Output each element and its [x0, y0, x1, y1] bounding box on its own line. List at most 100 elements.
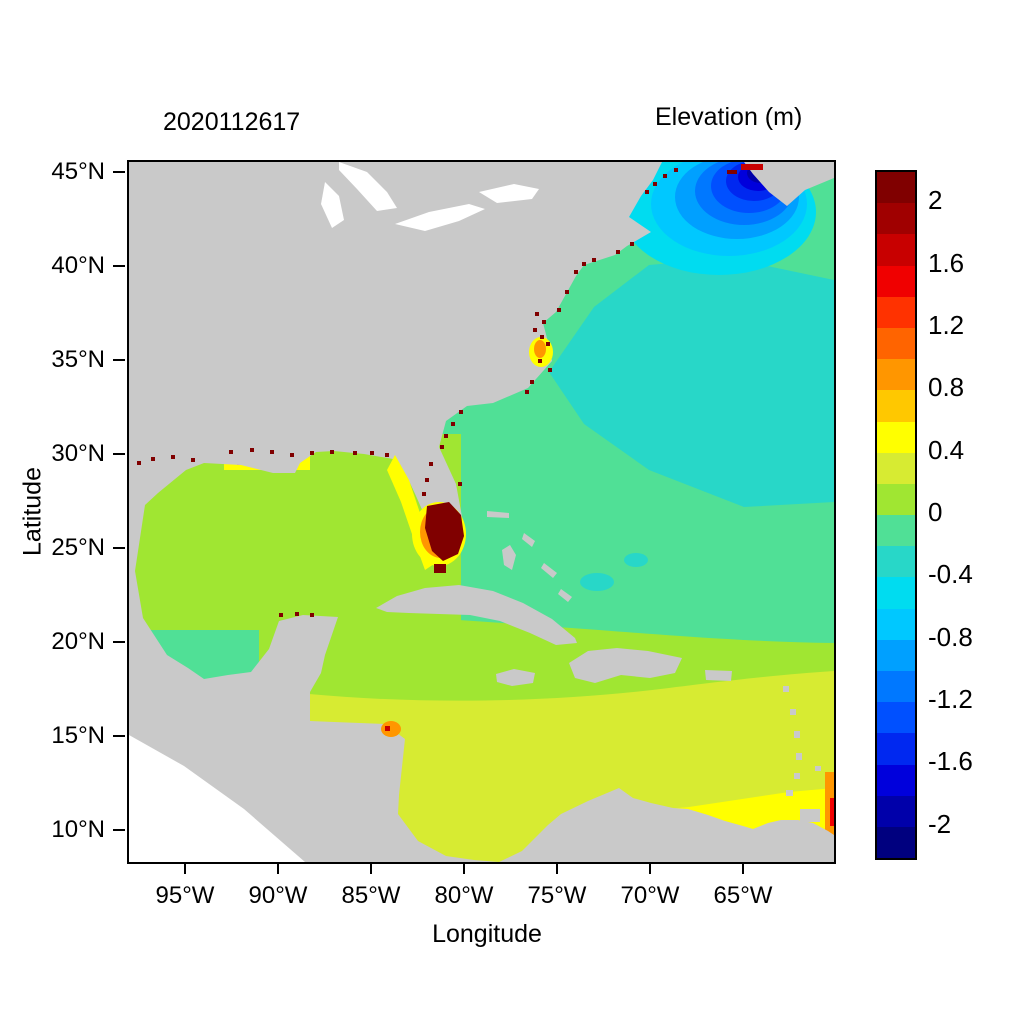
y-tick-mark [113, 359, 125, 361]
land-cuba [376, 585, 577, 645]
colorbar-tick-label: 1.2 [928, 309, 965, 340]
honduras-red-speck [385, 726, 390, 731]
colorbar-segment [877, 452, 915, 484]
edge-orange-strip [825, 772, 834, 860]
great-lakes [321, 162, 539, 231]
x-tick-label: 70°W [620, 882, 680, 909]
florida-surge-darkred-south [434, 564, 446, 573]
colorbar-labels: 2 1.6 1.2 0.8 0.4 0 -0.4 -0.8 -1.2 -1.6 -2 [928, 170, 1018, 856]
colorbar-tick-label: -1.6 [928, 746, 973, 777]
y-tick-mark [113, 171, 125, 173]
colorbar-tick-label: 2 [928, 185, 943, 216]
land-trinidad [800, 809, 820, 822]
plot-title: 2020112617 [163, 108, 301, 136]
x-tick-label: 85°W [341, 882, 401, 909]
ocean-patch-bahamas-1 [580, 573, 614, 591]
y-tick-label: 10°N [51, 816, 105, 843]
colorbar-segment [877, 327, 915, 360]
lake-michigan [321, 182, 344, 228]
land-puerto-rico [705, 670, 732, 681]
gulf-of-maine-low-blob [622, 162, 816, 275]
land-nova-scotia [744, 162, 834, 206]
ocean-patch-bahamas-2 [624, 553, 648, 567]
colorbar-segment [877, 764, 915, 796]
x-tick-label: 65°W [713, 882, 773, 909]
colorbar-segment [877, 826, 915, 859]
y-tick-label: 45°N [51, 158, 105, 185]
x-tick-mark [184, 862, 186, 874]
florida-surge-darkred-core [425, 502, 464, 561]
colorbar-segment [877, 296, 915, 328]
y-tick-label: 35°N [51, 346, 105, 373]
lake-ontario [479, 184, 539, 203]
colorbar-segment [877, 234, 915, 266]
colorbar-segment [877, 172, 915, 204]
x-tick-mark [556, 862, 558, 874]
coastal-flood-specks [137, 168, 678, 617]
colorbar-segment [877, 702, 915, 734]
colorbar-tick-label: -1.2 [928, 683, 973, 714]
colorbar-tick-label: -0.4 [928, 559, 973, 590]
ocean-region-nw-atlantic [549, 258, 834, 507]
bay-of-fundy-red-streak [741, 164, 763, 170]
lake-erie [395, 204, 485, 231]
y-axis-ticks: 45°N 40°N 35°N 30°N 25°N 20°N 15°N 10°N [0, 158, 127, 860]
colorbar-tick-label: 0.4 [928, 434, 965, 465]
colorbar-segment [877, 515, 915, 547]
y-tick-label: 30°N [51, 440, 105, 467]
y-tick-label: 20°N [51, 628, 105, 655]
colorbar-segment [877, 546, 915, 578]
map-plot-area [127, 160, 836, 864]
x-tick-label: 95°W [155, 882, 215, 909]
x-tick-label: 90°W [248, 882, 308, 909]
colorbar-segment [877, 639, 915, 671]
colorbar-segment [877, 795, 915, 827]
y-tick-mark [113, 641, 125, 643]
colorbar-segment [877, 608, 915, 640]
colorbar-segment [877, 265, 915, 297]
x-tick-label: 75°W [527, 882, 587, 909]
x-tick-mark [370, 862, 372, 874]
land-lesser-antilles [783, 686, 821, 822]
fundy-red-speck [727, 170, 737, 174]
x-tick-mark [649, 862, 651, 874]
colorbar-segment [877, 577, 915, 609]
y-tick-label: 40°N [51, 252, 105, 279]
colorbar-segment [877, 359, 915, 391]
y-tick-label: 25°N [51, 534, 105, 561]
x-axis-label: Longitude [432, 920, 542, 948]
pacific-outside-domain-mask [129, 735, 305, 862]
land-layer [129, 162, 834, 862]
colorbar-segment [877, 390, 915, 422]
land-bahamas [487, 511, 572, 602]
colorbar-tick-label: 0.8 [928, 372, 965, 403]
colorbar-segment [877, 671, 915, 703]
colorbar-tick-label: -0.8 [928, 621, 973, 652]
lake-huron [339, 162, 397, 211]
y-tick-mark [113, 735, 125, 737]
y-tick-label: 15°N [51, 722, 105, 749]
colorbar-segment [877, 733, 915, 765]
y-tick-mark [113, 265, 125, 267]
land-north-central-south-america [129, 162, 834, 862]
land-jamaica [496, 669, 535, 686]
honduras-orange-spot [381, 721, 401, 737]
y-tick-mark [113, 453, 125, 455]
x-tick-label: 80°W [434, 882, 494, 909]
x-tick-mark [742, 862, 744, 874]
colorbar-tick-label: -2 [928, 808, 952, 839]
colorbar-segment [877, 203, 915, 235]
colorbar [875, 170, 917, 860]
y-tick-mark [113, 547, 125, 549]
colorbar-title: Elevation (m) [655, 103, 803, 131]
colorbar-tick-label: 0 [928, 496, 943, 527]
x-tick-mark [277, 862, 279, 874]
y-tick-mark [113, 829, 125, 831]
land-hispaniola [569, 648, 682, 683]
colorbar-segment [877, 483, 915, 516]
colorbar-tick-label: 1.6 [928, 247, 965, 278]
x-axis-ticks: 95°W 90°W 85°W 80°W 75°W 70°W 65°W [127, 862, 832, 922]
edge-red-strip [830, 798, 834, 826]
elevation-map [129, 162, 834, 862]
pamlico-sound-orange [534, 340, 546, 358]
